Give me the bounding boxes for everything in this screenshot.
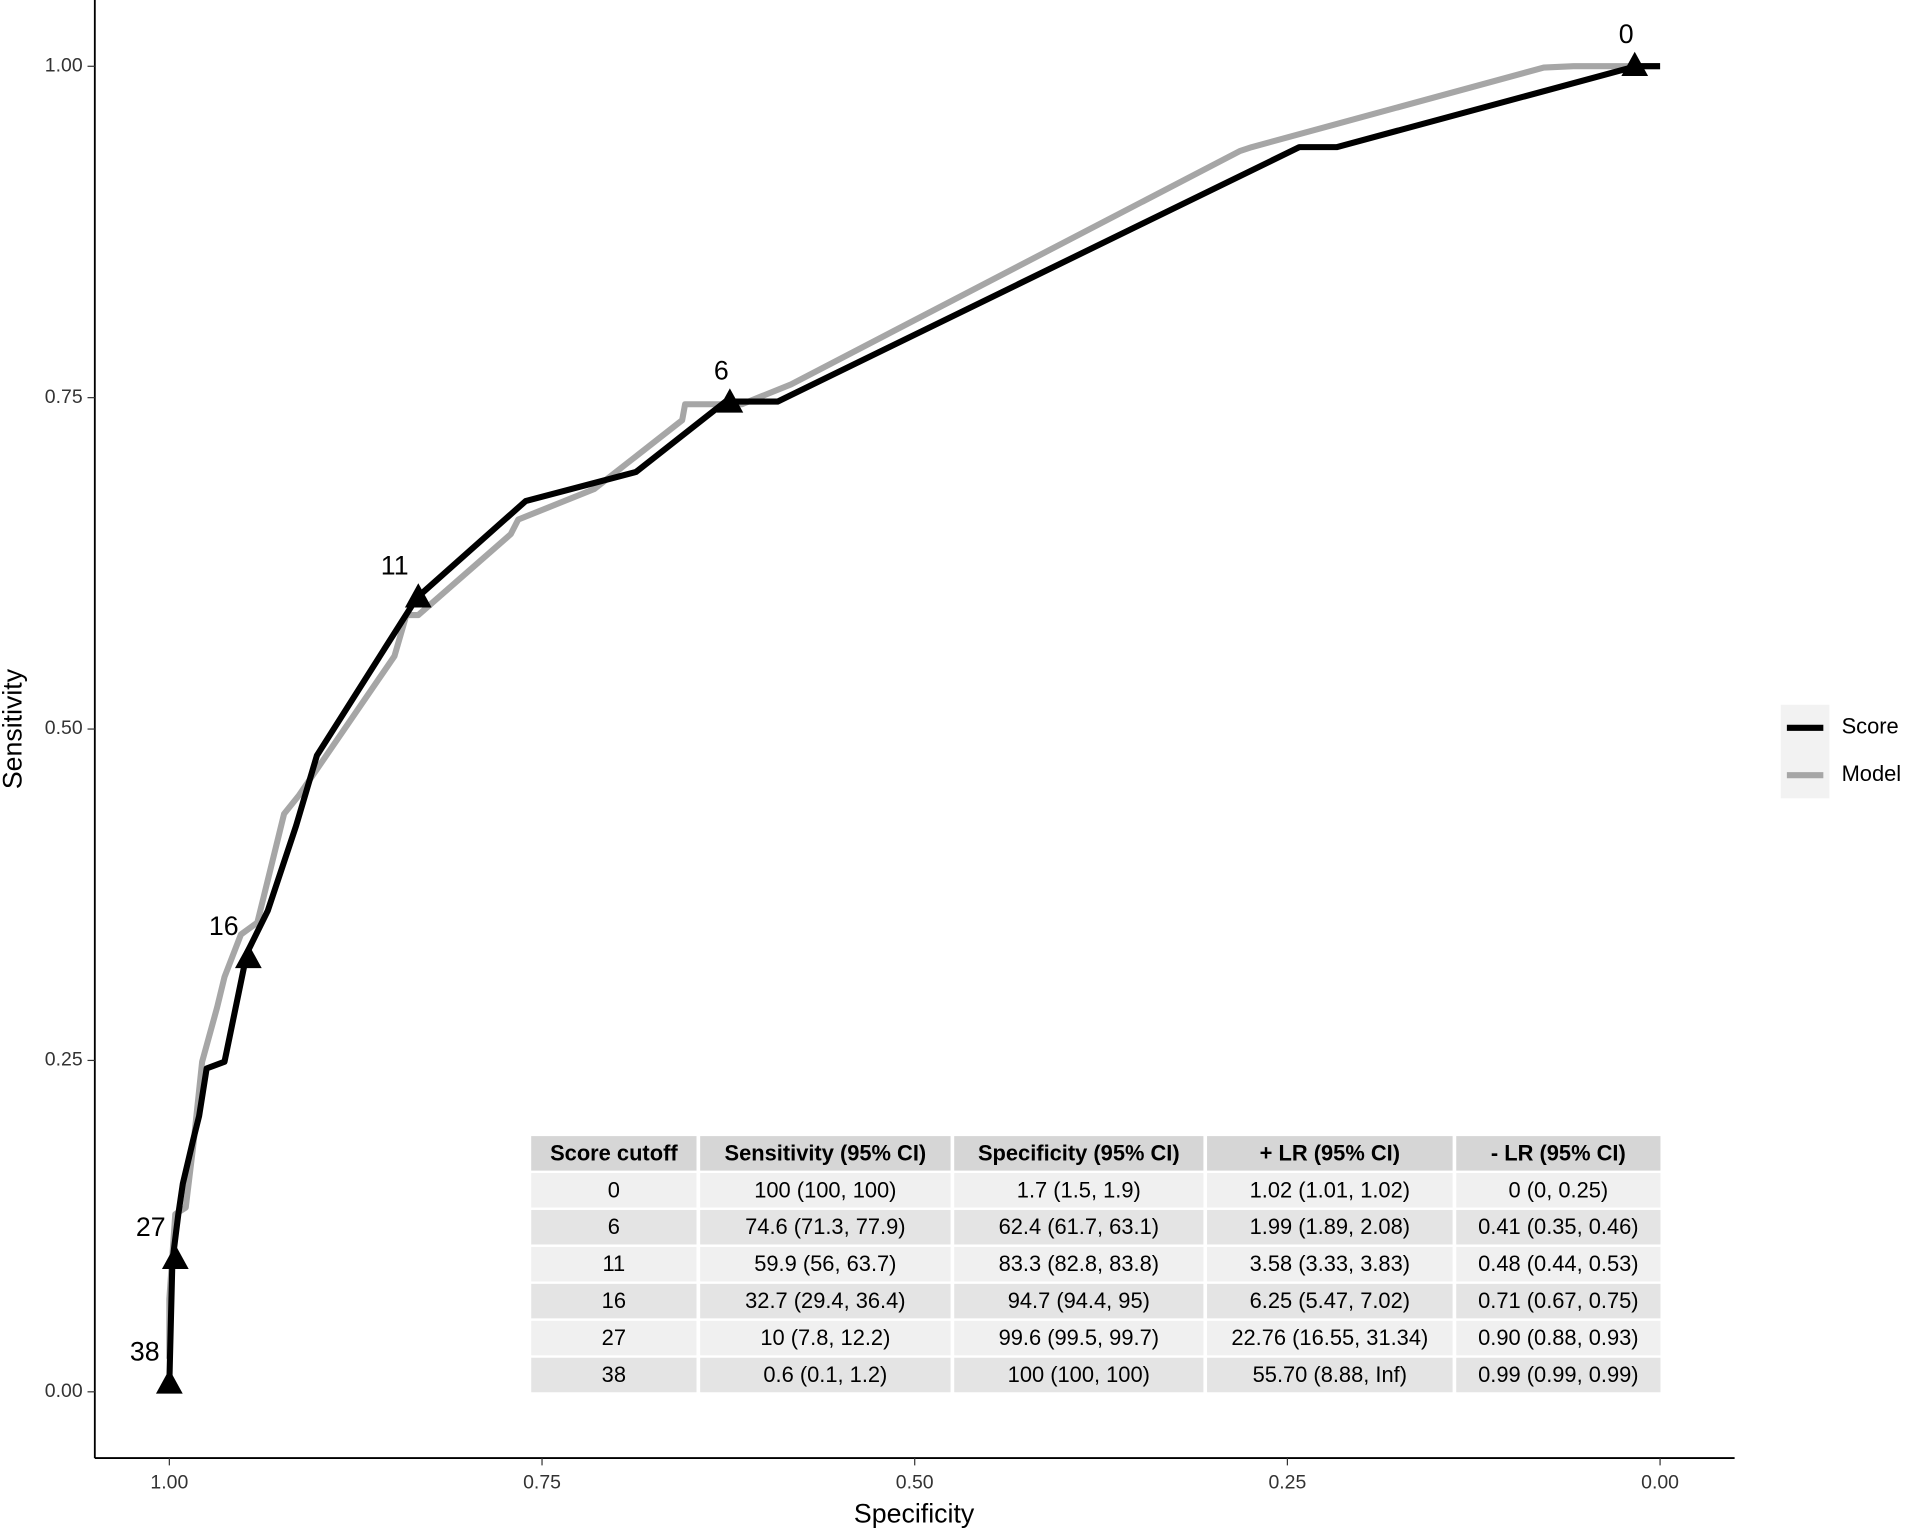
table-cell <box>1456 1320 1661 1356</box>
table-cell-text: 100 (100, 100) <box>1008 1362 1150 1387</box>
table-cell-text: 59.9 (56, 63.7) <box>754 1251 896 1276</box>
table-cell-text: 0.6 (0.1, 1.2) <box>763 1362 887 1387</box>
table-cell <box>954 1357 1204 1393</box>
table-cell-text: 32.7 (29.4, 36.4) <box>745 1288 905 1313</box>
table-cell-text: 6 <box>608 1214 620 1239</box>
table-cell <box>531 1173 697 1208</box>
table-cell-text: 99.6 (99.5, 99.7) <box>999 1325 1159 1350</box>
table-cell-text: 62.4 (61.7, 63.1) <box>999 1214 1159 1239</box>
table-cell <box>1207 1283 1453 1319</box>
table-cell-text: 55.70 (8.88, Inf) <box>1253 1362 1407 1387</box>
table-cell <box>1456 1246 1661 1282</box>
table-cell-text: 16 <box>602 1288 626 1313</box>
table-header-cell <box>1456 1136 1661 1171</box>
y-axis-title: Sensitivity <box>0 668 28 789</box>
table-cell-text: 0.71 (0.67, 0.75) <box>1478 1288 1638 1313</box>
table-cell-text: 38 <box>602 1362 626 1387</box>
table-cell <box>1456 1173 1661 1208</box>
table-cell <box>700 1246 951 1282</box>
table-cell <box>700 1320 951 1356</box>
table-cell <box>1207 1209 1453 1245</box>
table-cell <box>954 1173 1204 1208</box>
table-cell-text: 6.25 (5.47, 7.02) <box>1250 1288 1410 1313</box>
x-tick-label: 0.25 <box>1268 1472 1306 1494</box>
table-cell <box>700 1209 951 1245</box>
table-cell-text: 10 (7.8, 12.2) <box>760 1325 890 1350</box>
table-cell-text: 74.6 (71.3, 77.9) <box>745 1214 905 1239</box>
table-header-text: + LR (95% CI) <box>1260 1140 1400 1165</box>
table-header-text: - LR (95% CI) <box>1491 1140 1626 1165</box>
table-cell <box>1456 1209 1661 1245</box>
cutoff-marker <box>234 943 262 969</box>
table-cell <box>1207 1357 1453 1393</box>
table-header-cell <box>531 1136 697 1171</box>
table-header-cell <box>1207 1136 1453 1171</box>
table-cell <box>954 1246 1204 1282</box>
table-cell-text: 83.3 (82.8, 83.8) <box>999 1251 1159 1276</box>
table-header-text: Score cutoff <box>550 1140 678 1165</box>
table-cell-text: 100 (100, 100) <box>754 1177 896 1202</box>
table-cell <box>531 1209 697 1245</box>
roc-line <box>166 63 1661 1384</box>
cutoff-label: 11 <box>381 551 409 581</box>
legend-label: Score <box>1842 714 1899 739</box>
table-cell-text: 0.48 (0.44, 0.53) <box>1478 1251 1638 1276</box>
cutoff-label: 38 <box>130 1337 160 1367</box>
x-axis-title: Specificity <box>854 1498 975 1528</box>
y-tick-label: 0.00 <box>45 1380 83 1402</box>
cutoff-label: 6 <box>714 356 729 386</box>
table-cell-text: 0.99 (0.99, 0.99) <box>1478 1362 1638 1387</box>
table-header-cell <box>700 1136 951 1171</box>
table-cell <box>954 1209 1204 1245</box>
table-cell-text: 0.90 (0.88, 0.93) <box>1478 1325 1638 1350</box>
table-header-text: Sensitivity (95% CI) <box>725 1140 927 1165</box>
y-tick-label: 0.25 <box>45 1049 83 1071</box>
table-cell <box>1456 1283 1661 1319</box>
y-tick-label: 1.00 <box>45 54 83 76</box>
table-cell <box>954 1283 1204 1319</box>
table-cell <box>1456 1357 1661 1393</box>
table-cell-text: 0 (0, 0.25) <box>1509 1177 1609 1202</box>
table-cell <box>531 1320 697 1356</box>
cutoff-marker <box>155 1369 183 1394</box>
table-cell-text: 0.41 (0.35, 0.46) <box>1478 1214 1638 1239</box>
table-cell <box>1207 1173 1453 1208</box>
table-cell <box>1207 1320 1453 1356</box>
table-header-text: Specificity (95% CI) <box>978 1140 1180 1165</box>
table-cell-text: 11 <box>603 1251 626 1276</box>
legend-key-bg <box>1780 704 1830 799</box>
table-cell-text: 3.58 (3.33, 3.83) <box>1250 1251 1410 1276</box>
table-cell-text: 1.02 (1.01, 1.02) <box>1250 1177 1410 1202</box>
table-cell-text: 0 <box>608 1177 620 1202</box>
table-cell-text: 27 <box>602 1325 626 1350</box>
table-cell <box>531 1283 697 1319</box>
cutoff-label: 16 <box>209 911 239 941</box>
table-cell <box>700 1173 951 1208</box>
table-cell-text: 22.76 (16.55, 31.34) <box>1231 1325 1428 1350</box>
cutoff-marker <box>161 1244 189 1269</box>
cutoff-marker <box>1621 51 1649 76</box>
table-cell-text: 94.7 (94.4, 95) <box>1008 1288 1150 1313</box>
table-cell <box>531 1357 697 1393</box>
y-tick-label: 0.75 <box>45 386 83 408</box>
table-cell <box>700 1283 951 1319</box>
cutoff-label: 0 <box>1619 19 1634 49</box>
y-tick-label: 0.50 <box>45 717 83 739</box>
x-tick-label: 1.00 <box>150 1472 188 1494</box>
x-tick-label: 0.00 <box>1641 1472 1679 1494</box>
cutoff-marker <box>404 583 432 608</box>
table-cell <box>1207 1246 1453 1282</box>
x-tick-label: 0.50 <box>896 1472 934 1494</box>
table-cell <box>954 1320 1204 1356</box>
cutoff-marker <box>716 388 744 413</box>
table-header-cell <box>954 1136 1204 1171</box>
table-cell <box>700 1357 951 1393</box>
table-cell-text: 1.99 (1.89, 2.08) <box>1250 1214 1410 1239</box>
table-cell-text: 1.7 (1.5, 1.9) <box>1017 1177 1141 1202</box>
legend-label: Model <box>1842 761 1902 786</box>
x-tick-label: 0.75 <box>523 1472 561 1494</box>
cutoff-label: 27 <box>136 1212 166 1242</box>
table-cell <box>531 1246 697 1282</box>
